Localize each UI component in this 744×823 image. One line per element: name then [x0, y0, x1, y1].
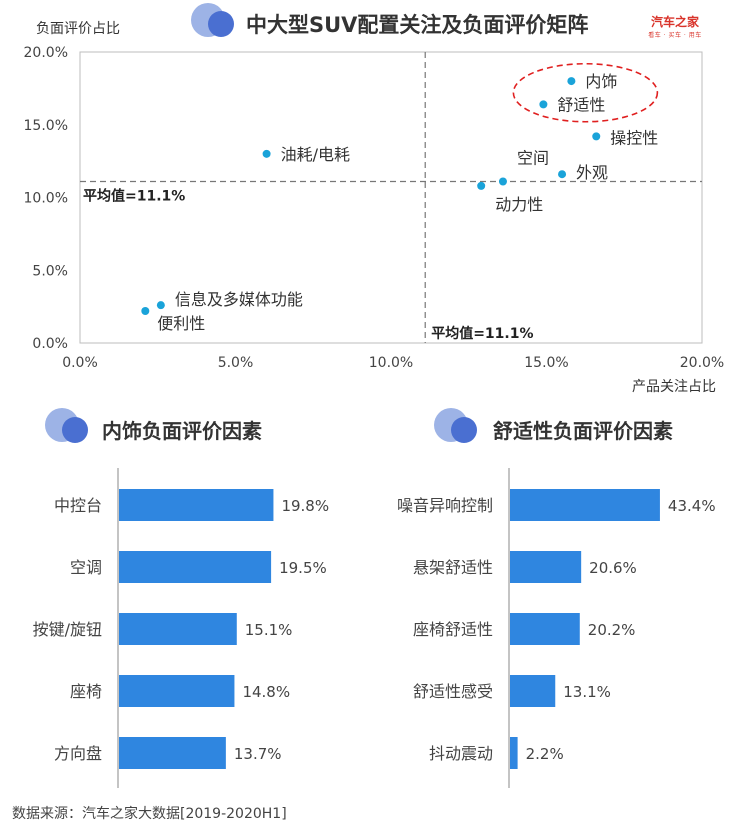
bar: [119, 613, 237, 645]
bar-category-label: 座椅舒适性: [413, 620, 493, 639]
x-tick-label: 10.0%: [369, 355, 413, 371]
bar: [119, 675, 235, 707]
bar-category-label: 悬架舒适性: [413, 558, 493, 577]
scatter-point: [558, 170, 567, 179]
y-tick-label: 10.0%: [24, 191, 68, 207]
scatter-point: [141, 306, 150, 315]
x-tick-label: 0.0%: [62, 355, 98, 371]
brand-name: 汽车之家: [650, 15, 699, 29]
scatter-point-label: 动力性: [495, 195, 543, 214]
x-tick-label: 20.0%: [680, 355, 724, 371]
bar-value-label: 19.8%: [281, 497, 329, 515]
comfort-chart-title: 舒适性负面评价因素: [493, 419, 673, 443]
plot-frame: [79, 51, 703, 344]
page-title: 中大型SUV配置关注及负面评价矩阵: [246, 13, 589, 37]
bar-category-label: 空调: [70, 558, 102, 577]
scatter-point: [592, 132, 601, 141]
section-logo-icon: [45, 408, 88, 443]
bar-category-label: 座椅: [70, 682, 102, 701]
y-tick-label: 5.0%: [32, 263, 68, 279]
scatter-point: [498, 177, 507, 186]
comfort-bar-chart: 噪音异响控制 43.4% 悬架舒适性 20.6% 座椅舒适性 20.2% 舒适性感受 13.1…: [397, 468, 716, 788]
bar-value-label: 13.1%: [563, 683, 611, 701]
bar-value-label: 13.7%: [234, 745, 282, 763]
data-source: 数据来源：汽车之家大数据[2019-2020H1]: [12, 806, 287, 822]
bar-category-label: 按键/旋钮: [33, 620, 102, 639]
bar-value-label: 43.4%: [668, 497, 716, 515]
scatter-x-axis-label: 产品关注占比: [632, 379, 716, 395]
interior-bar-chart: 中控台 19.8% 空调 19.5% 按键/旋钮 15.1% 座椅 14.8% 方向盘 13.7%: [33, 468, 329, 788]
brand-logo: 汽车之家 看车 · 买车 · 用车: [640, 13, 710, 39]
bar-value-label: 15.1%: [245, 621, 293, 639]
bar-category-label: 噪音异响控制: [397, 496, 493, 515]
scatter-point: [567, 77, 576, 86]
bar-category-label: 方向盘: [54, 744, 102, 763]
bar-category-label: 抖动震动: [429, 744, 493, 763]
scatter-point: [262, 149, 271, 158]
interior-chart-title: 内饰负面评价因素: [102, 419, 262, 443]
x-tick-label: 15.0%: [524, 355, 568, 371]
bar-category-label: 中控台: [54, 496, 102, 515]
bar: [510, 489, 660, 521]
scatter-point-label: 空间: [517, 148, 549, 167]
y-tick-label: 15.0%: [24, 118, 68, 134]
title-logo-icon: [191, 3, 234, 37]
y-tick-label: 20.0%: [24, 45, 68, 61]
highlight-ellipse: [512, 62, 659, 123]
average-label-horizontal: 平均值=11.1%: [83, 187, 185, 204]
scatter-point-label: 操控性: [610, 128, 658, 147]
scatter-chart: 0.0% 5.0% 10.0% 15.0% 20.0% 0.0% 5.0% 10.0% 15.0…: [24, 45, 725, 371]
scatter-point-label: 外观: [576, 163, 608, 182]
bar-value-label: 19.5%: [279, 559, 327, 577]
section-logo-icon: [434, 408, 477, 443]
y-tick-label: 0.0%: [32, 336, 68, 352]
bar: [510, 613, 580, 645]
average-label-vertical: 平均值=11.1%: [431, 325, 533, 342]
bar: [510, 551, 582, 583]
bar-value-label: 2.2%: [526, 745, 564, 763]
scatter-point: [477, 181, 486, 190]
bar-value-label: 20.6%: [589, 559, 637, 577]
scatter-point-label: 舒适性: [557, 95, 605, 114]
brand-tagline: 看车 · 买车 · 用车: [648, 32, 702, 39]
scatter-point-label: 便利性: [157, 314, 205, 333]
bar: [510, 737, 518, 769]
bar: [510, 675, 556, 707]
scatter-point-label: 信息及多媒体功能: [175, 290, 303, 309]
scatter-point-label: 油耗/电耗: [281, 145, 350, 164]
x-tick-label: 5.0%: [218, 355, 254, 371]
bar: [119, 551, 272, 583]
bar: [119, 737, 226, 769]
bar: [119, 489, 274, 521]
scatter-point: [156, 301, 165, 310]
scatter-point: [539, 100, 548, 109]
scatter-point-label: 内饰: [585, 72, 617, 91]
bar-category-label: 舒适性感受: [413, 682, 493, 701]
bar-value-label: 14.8%: [242, 683, 290, 701]
scatter-y-axis-label: 负面评价占比: [36, 21, 120, 37]
bar-value-label: 20.2%: [588, 621, 636, 639]
